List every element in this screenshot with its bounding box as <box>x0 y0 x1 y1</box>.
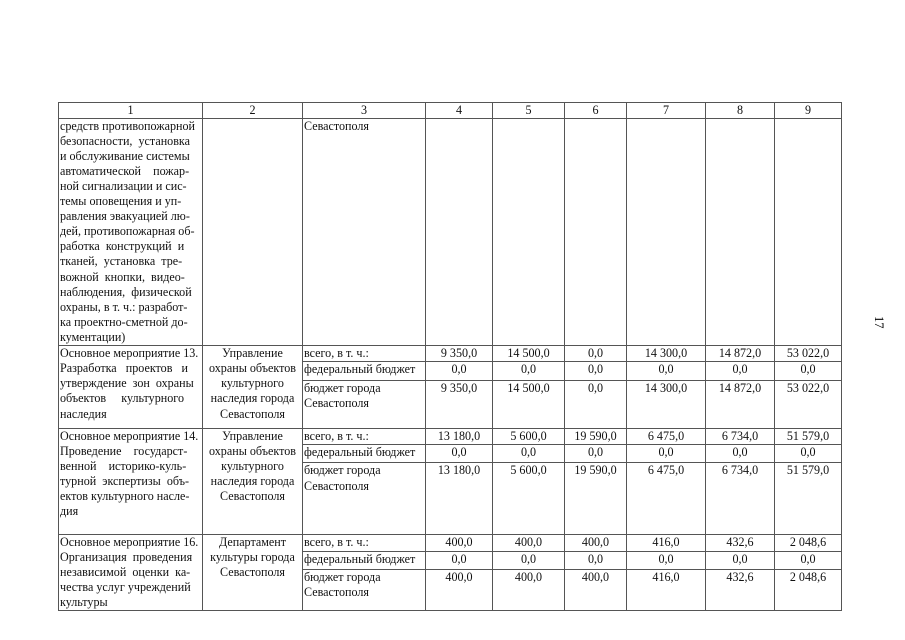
svg-text:17: 17 <box>872 316 886 329</box>
